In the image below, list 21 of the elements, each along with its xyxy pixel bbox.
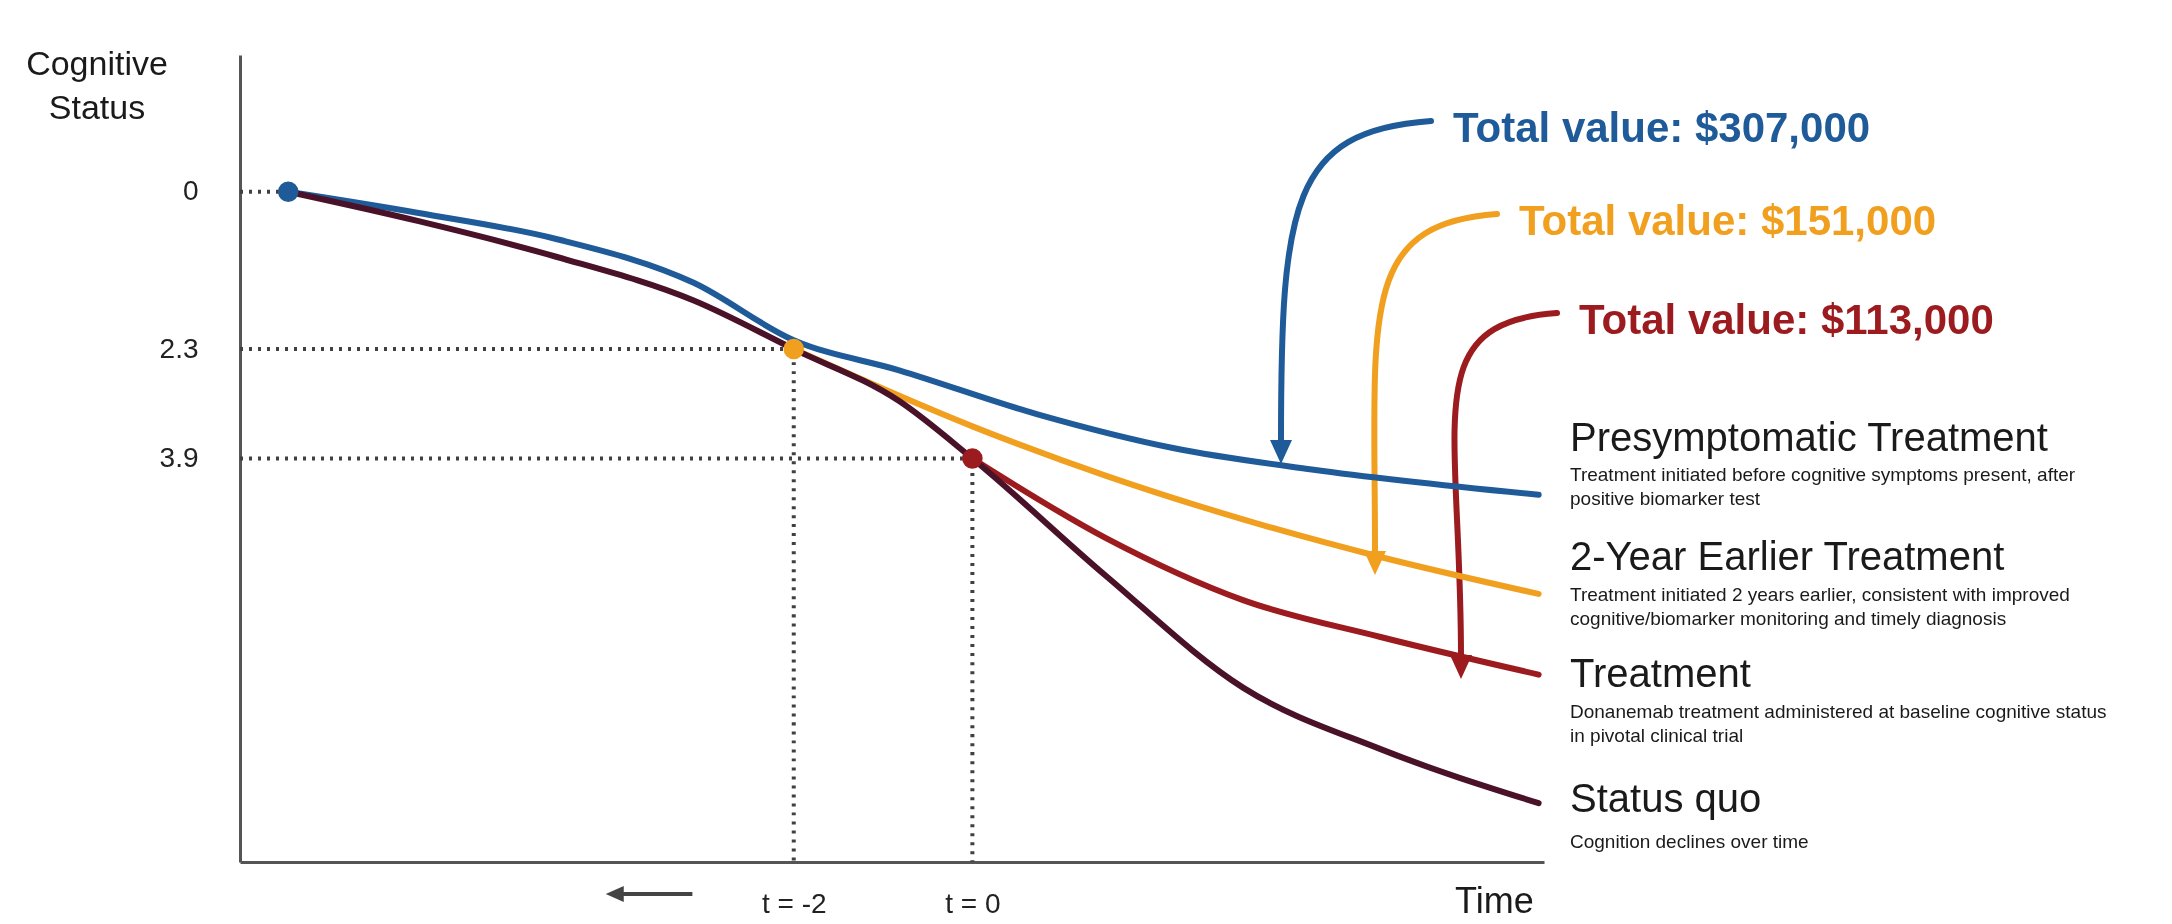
y-tick-label: 2.3 (159, 332, 199, 364)
y-tick-label: 3.9 (159, 442, 199, 473)
annotation: Total value: $307,000 (1453, 104, 1871, 151)
text: Cognition declines over time (1570, 831, 1809, 852)
x-tick-label: t = 0 (945, 887, 1001, 919)
text: Total value: $113,000 (1579, 296, 1994, 343)
annotation: Total value: $151,000 (1519, 197, 1937, 244)
text: Treatment initiated 2 years earlier, consistent with improved cognitive/biomarker monitoring and timely diagnosis (1570, 584, 2070, 629)
text: Treatment initiated before cognitive symptoms present, after positive biomarker test (1570, 464, 2076, 509)
y-tick-label: 0 (182, 175, 199, 207)
series-label: Treatment (1570, 651, 1751, 695)
point (783, 338, 804, 360)
text: Donanemab treatment administered at baseline cognitive status in pivotal clinical trial (1570, 701, 2107, 746)
x-axis-title: Time (1455, 880, 1534, 921)
series-label: Status quo (1570, 776, 1762, 820)
series-label: Presymptomatic Treatment (1570, 415, 2048, 459)
series-label: 2-Year Earlier Treatment (1570, 534, 2005, 578)
point (277, 181, 299, 203)
x-tick-label: t = -2 (761, 887, 827, 919)
y-axis-title: Cognitive Status (26, 44, 168, 126)
point (962, 448, 983, 469)
